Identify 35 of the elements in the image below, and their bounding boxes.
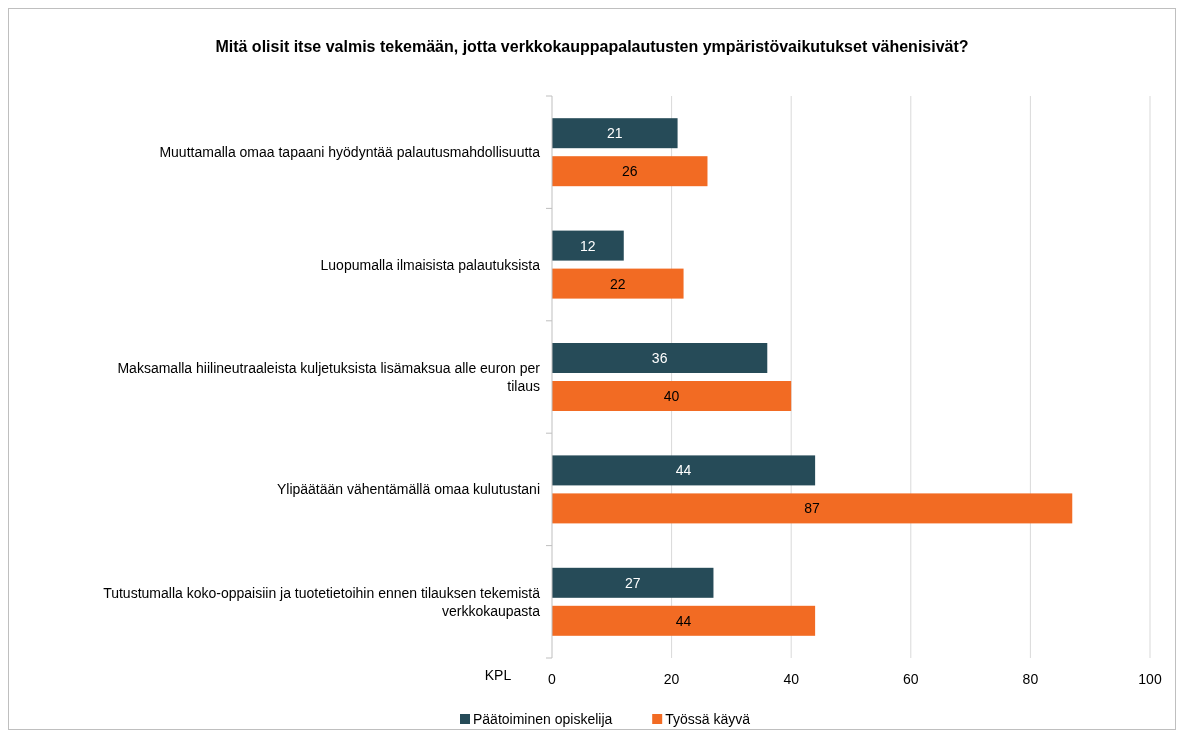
data-label: 44 — [675, 612, 692, 629]
bar — [552, 118, 678, 149]
x-tick-label: 60 — [903, 671, 919, 687]
x-tick-label: 40 — [783, 671, 800, 687]
x-tick-label: 20 — [663, 671, 680, 687]
x-tick-label: 0 — [548, 671, 557, 687]
y-tick-label: Muuttamalla omaa tapaani hyödyntää palautusmahdollisuutta — [159, 144, 541, 161]
bar — [552, 230, 624, 261]
bar — [552, 567, 714, 598]
x-tick-label: 80 — [1022, 671, 1039, 687]
bar — [552, 605, 816, 636]
data-label: 21 — [607, 125, 623, 142]
data-label: 87 — [804, 500, 821, 517]
data-label: 26 — [621, 163, 638, 180]
chart-title: Mitä olisit itse valmis tekemään, jotta verkkokauppapalautusten ympäristövaikutukset vähenisivät? — [215, 38, 969, 55]
x-tick-label: 100 — [1138, 671, 1162, 687]
legend-label: Työssä käyvä — [665, 710, 751, 727]
data-label: 12 — [580, 237, 596, 254]
bar — [552, 493, 1073, 524]
legend-label: Päätoiminen opiskelija — [473, 710, 613, 727]
y-tick-label: Ylipäätään vähentämällä omaa kulutustani — [276, 481, 540, 498]
data-label: 27 — [624, 574, 641, 591]
data-label: 22 — [609, 275, 626, 292]
bar — [552, 455, 816, 486]
y-tick-label: Tutustumalla koko-oppaisiin ja tuotetietoihin ennen tilauksen tekemistä verkkokaupasta — [103, 584, 541, 619]
x-axis-title: KPL — [484, 667, 512, 683]
y-tick-label: Maksamalla hiilineutraaleista kuljetuksista lisämaksua alle euron per tilaus — [117, 359, 541, 395]
bar — [552, 343, 768, 373]
data-label: 40 — [663, 387, 680, 404]
data-label: 36 — [651, 349, 668, 366]
y-tick-label: Luopumalla ilmaisista palautuksista — [320, 256, 541, 273]
bar — [552, 381, 792, 411]
data-label: 44 — [675, 462, 692, 479]
bar — [552, 156, 708, 187]
bar — [552, 268, 684, 299]
